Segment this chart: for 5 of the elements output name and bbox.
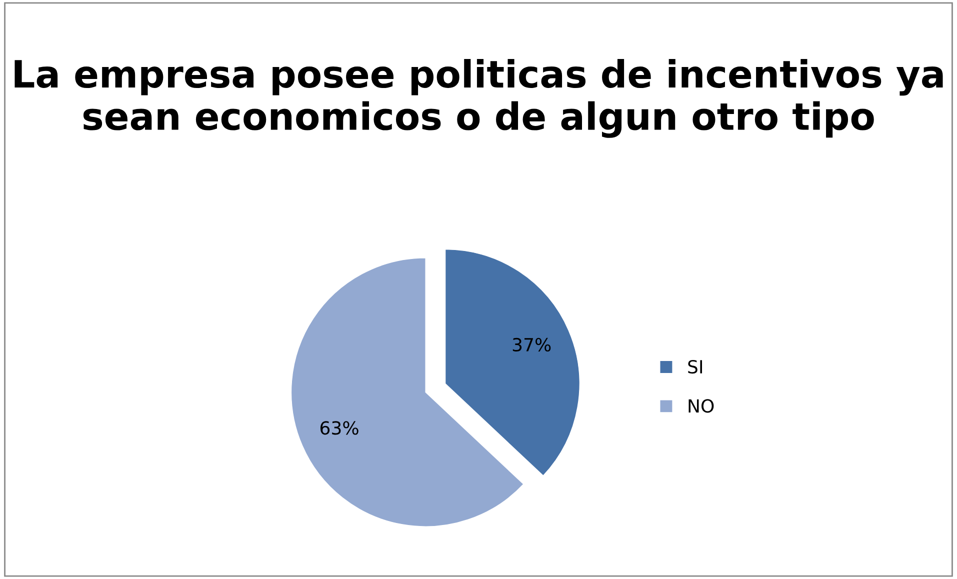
data-label: 37% [512, 338, 551, 352]
legend-label: SI [688, 360, 702, 374]
data-label: 63% [320, 421, 358, 435]
chart-title: La empresa posee politicas de incentivos ya sean economicos o de algun otro tipo [14, 58, 943, 138]
legend-label: NO [688, 399, 714, 413]
